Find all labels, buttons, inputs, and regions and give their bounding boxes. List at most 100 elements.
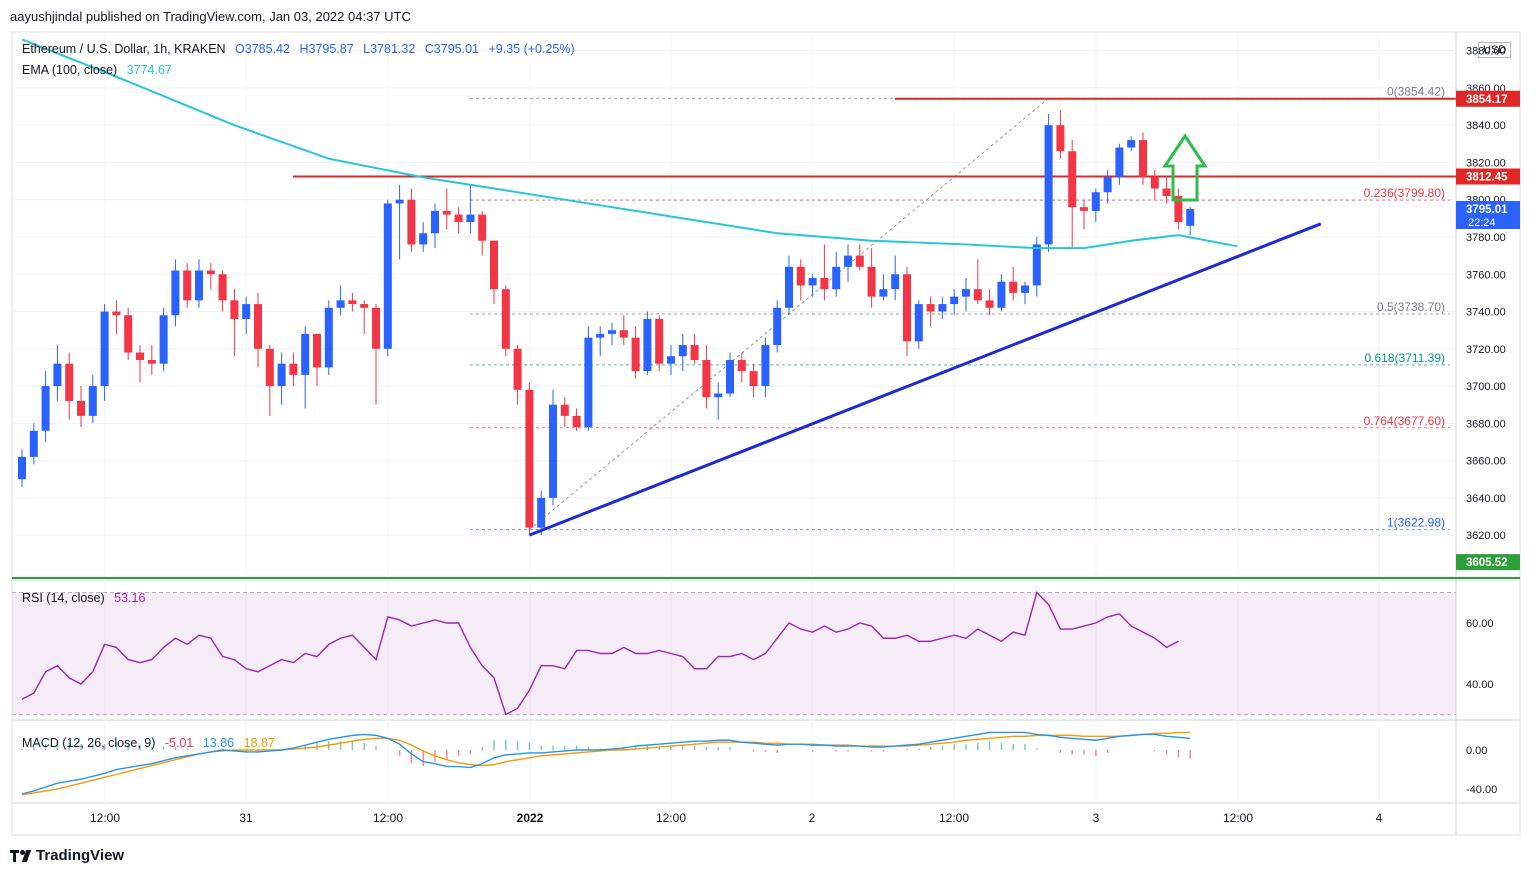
fib-level-label: 1(3622.98): [1387, 516, 1445, 530]
candle-body: [1150, 177, 1159, 189]
candle-body: [442, 210, 451, 215]
candle-body: [973, 289, 982, 301]
price-tag: [1456, 168, 1520, 185]
candle-body: [1115, 147, 1124, 178]
candle-body: [454, 214, 463, 223]
tradingview-brand: TradingView: [36, 847, 125, 864]
candle-body: [112, 311, 121, 316]
candle-body: [77, 400, 85, 416]
x-tick-label: 31: [239, 811, 253, 825]
candle-body: [136, 352, 144, 360]
rsi-legend: RSI (14, close) 53.16: [22, 591, 151, 605]
candle-body: [501, 289, 510, 349]
candle-body: [242, 304, 251, 319]
candle-body: [1009, 281, 1018, 293]
price-tag: [1456, 201, 1520, 230]
fib-level-label: 0.618(3711.39): [1364, 351, 1445, 365]
x-tick-label: 4: [1376, 811, 1383, 825]
rsi-value: 53.16: [114, 591, 146, 605]
candle-body: [749, 371, 758, 387]
candle-body: [985, 300, 994, 308]
macd-legend: MACD (12, 26, close, 9) -5.01 13.86 18.8…: [22, 736, 281, 750]
ema-legend: EMA (100, close) 3774.67: [22, 63, 178, 77]
candle-body: [596, 333, 605, 338]
candle-body: [655, 318, 664, 364]
candle-body: [254, 304, 262, 349]
candle-body: [265, 348, 274, 387]
macd-line: [21, 731, 1191, 795]
tradingview-logo[interactable]: TradingView: [10, 847, 124, 864]
trendline: [528, 222, 1322, 537]
candle-body: [372, 307, 380, 349]
candle-body: [419, 233, 428, 245]
y-tick-label: 3780.00: [1466, 232, 1506, 244]
candle-body: [1044, 125, 1053, 245]
rsi-label: RSI (14, close): [22, 591, 105, 605]
candle-body: [690, 345, 699, 360]
candle-body: [926, 304, 935, 312]
macd-tick-label: -40.00: [1466, 784, 1497, 796]
candle-body: [301, 333, 310, 375]
candle-body: [478, 214, 487, 241]
candle-body: [336, 300, 345, 308]
candle-body: [147, 359, 156, 364]
y-tick-label: 3660.00: [1466, 456, 1506, 468]
candle-body: [608, 330, 616, 334]
candle-body: [395, 199, 404, 204]
candle-body: [100, 311, 109, 387]
macd-signal-value: 18.87: [243, 736, 275, 750]
candle-body: [183, 270, 192, 301]
candle-body: [796, 266, 805, 286]
candle-body: [230, 300, 239, 319]
tradingview-icon: [10, 849, 32, 862]
y-tick-label: 3720.00: [1466, 344, 1506, 356]
candle-body: [431, 210, 439, 234]
symbol-legend: Ethereum / U.S. Dollar, 1h, KRAKEN O3785…: [22, 42, 581, 56]
rsi-tick-label: 60.00: [1466, 618, 1494, 630]
candle-body: [1056, 125, 1065, 152]
fib-level-label: 0.236(3799.80): [1364, 186, 1445, 200]
candle-body: [914, 304, 923, 342]
candle-body: [560, 404, 569, 416]
fib-level-label: 0(3854.42): [1387, 84, 1445, 98]
candle-body: [277, 363, 286, 387]
ohlc-change: +9.35 (+0.25%): [488, 42, 575, 56]
candle-body: [360, 304, 369, 308]
candle-body: [808, 277, 817, 286]
candle-body: [938, 304, 947, 312]
candle-body: [950, 296, 959, 305]
candle-body: [773, 307, 782, 346]
candle-body: [667, 356, 675, 364]
candle-body: [855, 255, 864, 267]
candle-body: [490, 240, 498, 290]
candle-body: [761, 345, 770, 387]
macd-line-value: 13.86: [202, 736, 235, 750]
rsi-band: [12, 592, 1456, 715]
candle-body: [572, 415, 581, 428]
x-tick-label: 12:00: [373, 811, 403, 825]
publisher-line: aayushjindal published on TradingView.co…: [10, 9, 411, 24]
x-tick-label: 12:00: [1223, 811, 1253, 825]
y-tick-label: 3620.00: [1466, 530, 1506, 542]
candle-body: [53, 363, 62, 387]
candle-body: [584, 337, 593, 428]
x-tick-label: 3: [1093, 811, 1100, 825]
candle-body: [549, 404, 557, 498]
candle-body: [643, 318, 652, 372]
candle-body: [1068, 151, 1077, 208]
price-tag-label: 3605.52: [1466, 557, 1508, 569]
currency-button[interactable]: USD: [1478, 42, 1512, 58]
candle-body: [785, 266, 793, 308]
candle-body: [1032, 244, 1041, 286]
x-tick-label: 12:00: [939, 811, 969, 825]
ohlc-low: L3781.32: [363, 42, 416, 56]
candle-body: [631, 337, 640, 372]
candle-body: [714, 393, 723, 398]
candle-body: [171, 270, 180, 316]
price-tag: [1456, 90, 1520, 107]
candle-body: [820, 277, 829, 290]
candle-body: [1091, 192, 1100, 211]
macd-hist-value: -5.01: [164, 736, 194, 750]
candle-body: [525, 389, 534, 528]
candle-body: [348, 300, 357, 305]
